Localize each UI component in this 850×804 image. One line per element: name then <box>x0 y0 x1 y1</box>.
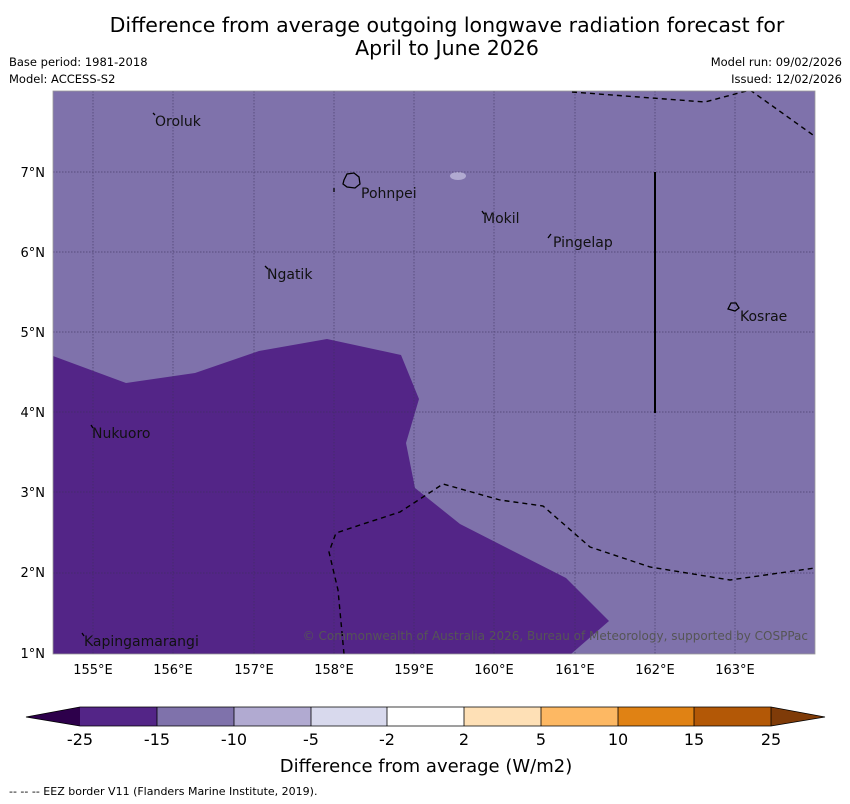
meta-left: Base period: 1981-2018 Model: ACCESS-S2 <box>9 54 148 88</box>
place-mokil: Mokil <box>483 211 520 227</box>
colorbar-label-10: 10 <box>608 730 628 749</box>
title-line-2: April to June 2026 <box>355 36 539 60</box>
colorbar-label-neg15: -15 <box>144 730 170 749</box>
eez-legend: -- -- -- EEZ border V11 (Flanders Marine… <box>9 785 318 798</box>
y-tick-7n: 7°N <box>21 166 46 181</box>
y-tick-6n: 6°N <box>21 246 46 261</box>
colorbar-label-2: 2 <box>459 730 469 749</box>
colorbar-outline <box>25 706 826 727</box>
x-tick-163: 163°E <box>715 663 755 678</box>
place-pingelap: Pingelap <box>553 235 613 251</box>
title-line-1: Difference from average outgoing longwav… <box>109 13 785 37</box>
base-period: Base period: 1981-2018 <box>9 55 148 69</box>
place-nukuoro: Nukuoro <box>92 426 150 442</box>
chart-title: Difference from average outgoing longwav… <box>0 14 850 60</box>
place-ngatik: Ngatik <box>267 267 313 283</box>
x-tick-159: 159°E <box>394 663 434 678</box>
y-tick-5n: 5°N <box>21 326 46 341</box>
colorbar-bin-1 <box>80 707 157 726</box>
colorbar-label-15: 15 <box>684 730 704 749</box>
place-oroluk: Oroluk <box>155 114 202 130</box>
model-name: Model: ACCESS-S2 <box>9 72 116 86</box>
colorbar-label-neg2: -2 <box>379 730 395 749</box>
meta-right: Model run: 09/02/2026 Issued: 12/02/2026 <box>711 54 842 88</box>
y-tick-1n: 1°N <box>21 647 46 662</box>
pohnpei-outline <box>342 172 361 189</box>
eez-borders <box>328 91 815 654</box>
anomaly-deep-region <box>53 339 609 654</box>
eez-border-north <box>571 91 814 136</box>
colorbar-extend-high <box>771 707 825 726</box>
eez-border-south <box>328 483 815 654</box>
graticule <box>53 91 815 654</box>
colorbar-label-neg25: -25 <box>67 730 93 749</box>
x-tick-156: 156°E <box>153 663 193 678</box>
colorbar-label-5: 5 <box>536 730 546 749</box>
colorbar-bin-9 <box>694 707 771 726</box>
colorbar-label-neg10: -10 <box>221 730 247 749</box>
colorbar-bin-3 <box>234 707 311 726</box>
copyright-credit: © Commonwealth of Australia 2026, Bureau… <box>303 629 808 643</box>
x-tick-157: 157°E <box>234 663 274 678</box>
colorbar-label-25: 25 <box>761 730 781 749</box>
y-axis-ticks: 1°N 2°N 3°N 4°N 5°N 6°N 7°N <box>21 166 46 662</box>
colorbar-label-neg5: -5 <box>303 730 319 749</box>
map-area: Oroluk Pohnpei Mokil Pingelap Ngatik Kos… <box>53 91 815 654</box>
x-tick-161: 161°E <box>555 663 595 678</box>
issued-date: Issued: 12/02/2026 <box>731 72 842 86</box>
colorbar-bin-8 <box>618 707 694 726</box>
colorbar-bin-5 <box>387 707 464 726</box>
y-tick-3n: 3°N <box>21 486 46 501</box>
colorbar-bin-7 <box>541 707 618 726</box>
place-kapingamarangi: Kapingamarangi <box>84 634 199 650</box>
place-kosrae: Kosrae <box>740 309 787 325</box>
kosrae-outline <box>727 302 740 312</box>
light-anomaly-patch <box>450 172 466 180</box>
colorbar-bin-2 <box>157 707 234 726</box>
colorbar-title: Difference from average (W/m2) <box>280 756 572 777</box>
colorbar-extend-low <box>26 707 80 726</box>
colorbar: -25 -15 -10 -5 -2 2 5 10 15 25 Differenc… <box>25 706 826 777</box>
place-pohnpei: Pohnpei <box>361 186 417 202</box>
y-tick-4n: 4°N <box>21 406 46 421</box>
model-run: Model run: 09/02/2026 <box>710 55 842 69</box>
y-tick-2n: 2°N <box>21 566 46 581</box>
colorbar-bin-6 <box>464 707 541 726</box>
place-labels: Oroluk Pohnpei Mokil Pingelap Ngatik Kos… <box>84 114 787 650</box>
island-outlines <box>81 112 740 637</box>
map-frame <box>52 90 816 655</box>
x-tick-162: 162°E <box>635 663 675 678</box>
x-tick-155: 155°E <box>73 663 113 678</box>
colorbar-bin-4 <box>311 707 387 726</box>
x-tick-158: 158°E <box>314 663 354 678</box>
x-tick-160: 160°E <box>474 663 514 678</box>
x-axis-ticks: 155°E 156°E 157°E 158°E 159°E 160°E 161°… <box>73 663 755 678</box>
